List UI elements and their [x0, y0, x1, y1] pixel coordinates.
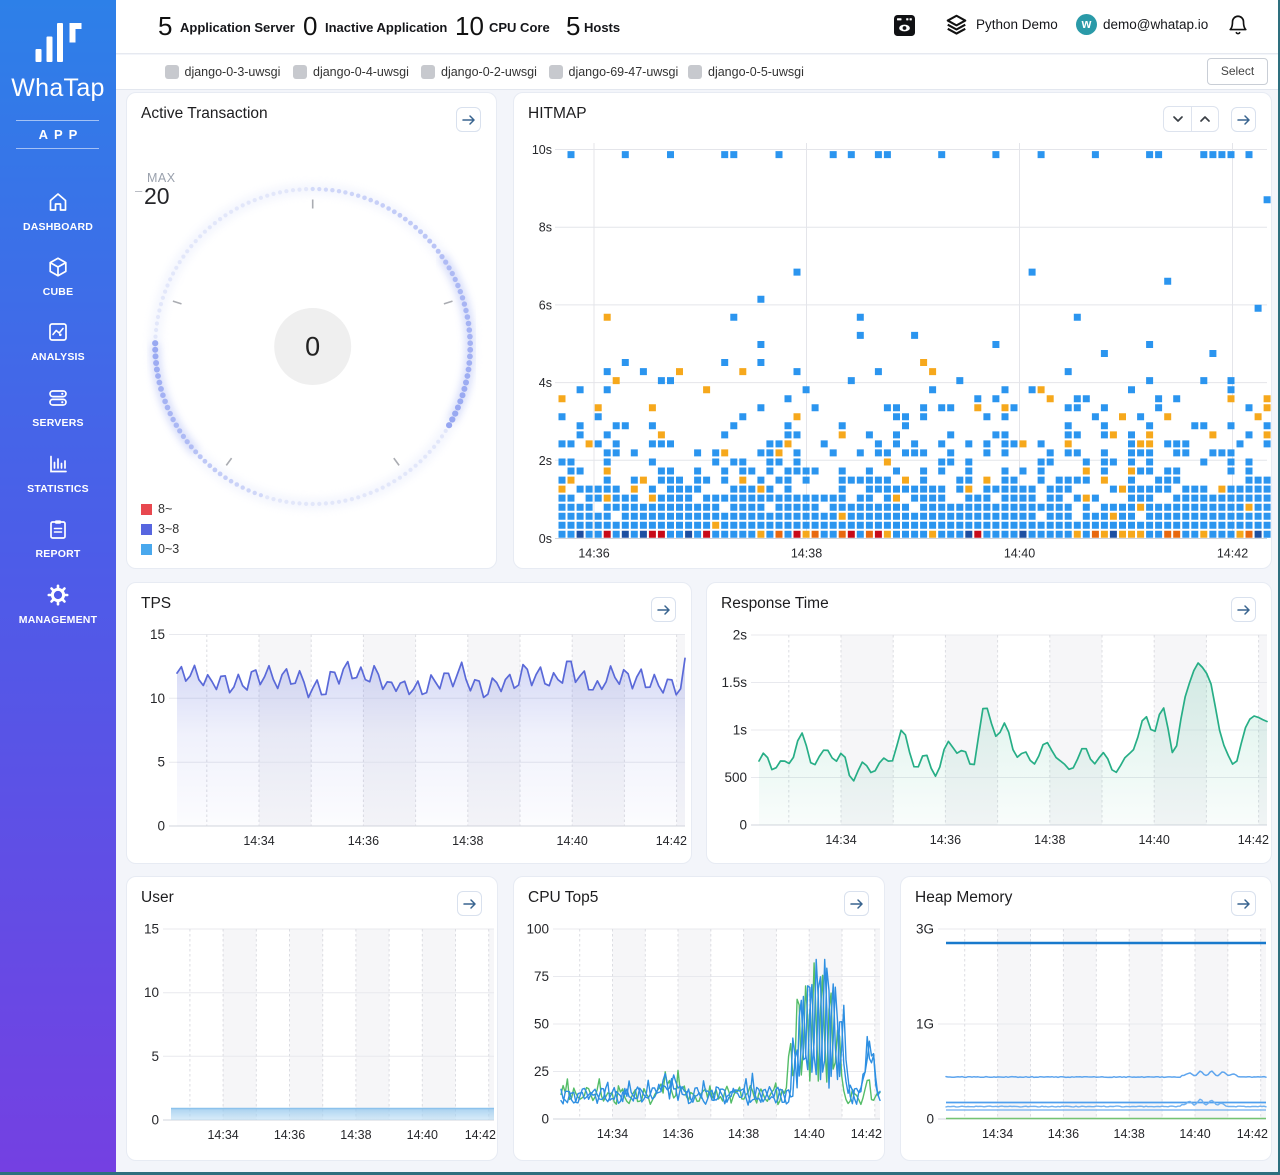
svg-text:1.5s: 1.5s [721, 675, 747, 690]
svg-text:14:34: 14:34 [243, 834, 274, 848]
svg-text:15: 15 [144, 922, 159, 937]
svg-text:14:42: 14:42 [851, 1127, 882, 1141]
svg-text:14:34: 14:34 [207, 1128, 238, 1142]
svg-text:14:40: 14:40 [1139, 833, 1170, 847]
svg-text:14:36: 14:36 [930, 833, 961, 847]
svg-text:0: 0 [151, 1113, 159, 1128]
svg-text:100: 100 [526, 922, 549, 937]
svg-text:14:40: 14:40 [407, 1128, 438, 1142]
svg-text:14:38: 14:38 [1034, 833, 1065, 847]
svg-text:14:36: 14:36 [662, 1127, 693, 1141]
svg-text:14:42: 14:42 [656, 834, 687, 848]
svg-text:14:38: 14:38 [1114, 1127, 1145, 1141]
svg-text:0: 0 [541, 1112, 549, 1127]
svg-text:5: 5 [157, 755, 165, 770]
svg-text:1G: 1G [916, 1017, 934, 1032]
svg-text:1s: 1s [733, 723, 748, 738]
svg-text:2s: 2s [539, 454, 552, 468]
svg-text:14:42: 14:42 [1238, 833, 1269, 847]
svg-text:14:36: 14:36 [578, 547, 609, 561]
svg-text:75: 75 [534, 969, 549, 984]
svg-text:50: 50 [534, 1017, 549, 1032]
svg-text:14:36: 14:36 [274, 1128, 305, 1142]
svg-text:10: 10 [144, 985, 159, 1000]
svg-text:5: 5 [151, 1049, 159, 1064]
svg-text:6s: 6s [539, 298, 552, 312]
svg-text:10: 10 [150, 691, 165, 706]
svg-text:14:42: 14:42 [1237, 1127, 1268, 1141]
svg-text:10s: 10s [532, 143, 552, 157]
svg-text:500: 500 [724, 770, 747, 785]
svg-text:8s: 8s [539, 221, 552, 235]
svg-text:14:40: 14:40 [1179, 1127, 1210, 1141]
svg-text:14:38: 14:38 [452, 834, 483, 848]
svg-text:14:40: 14:40 [1004, 547, 1035, 561]
svg-text:2s: 2s [733, 628, 748, 643]
svg-text:0s: 0s [539, 532, 552, 546]
svg-text:14:34: 14:34 [982, 1127, 1013, 1141]
svg-text:14:42: 14:42 [1217, 547, 1248, 561]
svg-text:14:38: 14:38 [340, 1128, 371, 1142]
svg-text:14:38: 14:38 [791, 547, 822, 561]
svg-text:14:38: 14:38 [728, 1127, 759, 1141]
svg-text:14:40: 14:40 [794, 1127, 825, 1141]
svg-text:0: 0 [739, 818, 747, 833]
svg-text:14:42: 14:42 [465, 1128, 496, 1142]
svg-text:14:34: 14:34 [597, 1127, 628, 1141]
svg-text:15: 15 [150, 627, 165, 642]
svg-text:0: 0 [305, 332, 320, 362]
svg-text:0: 0 [926, 1112, 934, 1127]
svg-text:14:34: 14:34 [825, 833, 856, 847]
svg-text:14:36: 14:36 [348, 834, 379, 848]
svg-text:14:36: 14:36 [1048, 1127, 1079, 1141]
svg-text:4s: 4s [539, 376, 552, 390]
svg-text:25: 25 [534, 1064, 549, 1079]
svg-text:0: 0 [157, 819, 165, 834]
svg-text:3G: 3G [916, 922, 934, 937]
svg-text:14:40: 14:40 [557, 834, 588, 848]
